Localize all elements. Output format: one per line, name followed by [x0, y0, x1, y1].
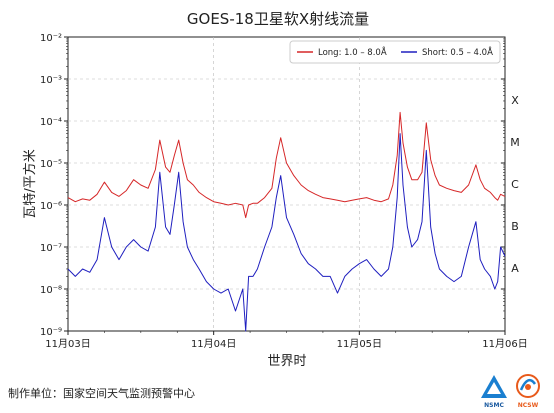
- legend-label: Long: 1.0 – 8.0Å: [318, 46, 387, 58]
- x-tick-label: 11月04日: [191, 338, 236, 350]
- footer-label: 制作单位：国家空间天气监测预警中心: [8, 387, 195, 400]
- x-tick-label: 11月03日: [45, 338, 90, 350]
- flare-class-label: A: [511, 262, 519, 275]
- legend-box: [289, 40, 501, 64]
- y-axis: 10⁻⁹ 10⁻⁸ 10⁻⁷ 10⁻⁶ 10⁻⁵ 10⁻⁴ 10⁻³ 10⁻²: [40, 33, 505, 338]
- y-tick-label: 10⁻⁹: [40, 327, 62, 338]
- y-tick-label: 10⁻⁵: [40, 159, 62, 170]
- y-tick-label: 10⁻⁷: [40, 243, 62, 254]
- ncsw-logo-text: NCSW: [518, 402, 539, 409]
- x-tick-label: 11月06日: [482, 338, 527, 350]
- y-tick-label: 10⁻³: [40, 75, 62, 86]
- y-tick-label: 10⁻⁸: [40, 285, 62, 296]
- flare-class-label: M: [510, 136, 520, 149]
- y-tick-label: 10⁻⁶: [40, 201, 62, 212]
- x-axis: 11月03日 11月04日 11月05日 11月06日: [45, 331, 528, 350]
- ncsw-logo: NCSW: [516, 374, 540, 409]
- y-tick-label: 10⁻⁴: [40, 117, 62, 128]
- x-tick-label: 11月05日: [337, 338, 382, 350]
- legend: Long: 1.0 – 8.0Å Short: 0.5 – 4.0Å: [289, 40, 501, 64]
- logos: NSMC NCSW: [481, 374, 540, 409]
- series-short-line: [67, 133, 506, 332]
- series-long-line: [67, 111, 506, 219]
- legend-label: Short: 0.5 – 4.0Å: [422, 46, 493, 58]
- y-axis-label: 瓦特/平方米: [22, 149, 38, 218]
- series-group: [67, 111, 506, 332]
- nsmc-logo-text: NSMC: [484, 402, 504, 409]
- y-tick-label: 10⁻²: [40, 33, 62, 44]
- flare-class-labels: A B C M X: [510, 94, 520, 275]
- chart-title: GOES-18卫星软X射线流量: [187, 10, 369, 28]
- flare-class-label: X: [511, 94, 519, 107]
- flare-class-label: B: [511, 220, 519, 233]
- nsmc-logo: NSMC: [481, 375, 507, 409]
- x-axis-label: 世界时: [267, 354, 306, 369]
- flare-class-label: C: [511, 178, 519, 191]
